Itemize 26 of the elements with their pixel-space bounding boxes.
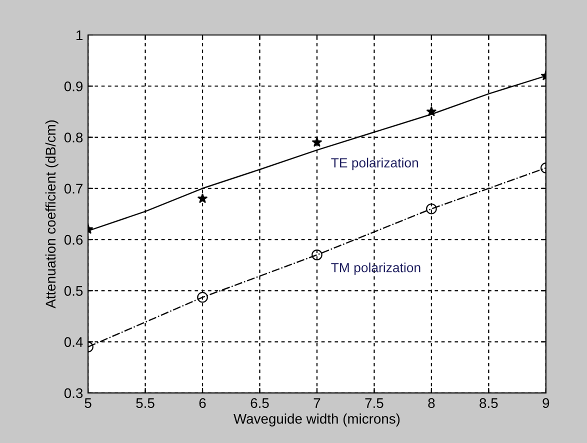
y-tick-label: 0.8 [64, 132, 83, 142]
point [197, 292, 208, 303]
annotation: TE polarization [331, 158, 418, 170]
point [197, 193, 208, 204]
y-axis-title: Attenuation coefficient (dB/cm) [45, 120, 58, 308]
point [312, 249, 322, 260]
point [426, 203, 437, 214]
x-tick-label: 8.5 [480, 398, 498, 408]
y-tick-label: 0.9 [64, 81, 83, 92]
y-tick-label: 0.7 [64, 184, 82, 194]
y-tick-label: 0.5 [64, 286, 83, 296]
y-tick-label: 0.3 [64, 388, 83, 398]
x-tick-label: 9 [542, 398, 550, 408]
x-tick-label: 8 [428, 398, 435, 408]
x-tick-label: 5.5 [136, 398, 154, 408]
x-tick-label: 5 [84, 398, 92, 408]
x-tick-label: 7.5 [365, 398, 384, 408]
y-tick-label: 1 [76, 30, 83, 40]
x-tick-label: 6 [199, 398, 206, 408]
x-axis-title: Waveguide width (microns) [234, 414, 400, 426]
point [312, 136, 322, 147]
y-tick-label: 0.6 [64, 234, 83, 245]
x-tick-label: 6.5 [250, 398, 269, 408]
y-tick-label: 0.4 [64, 337, 83, 347]
annotation: TM polarization [331, 262, 420, 275]
x-tick-label: 7 [314, 398, 320, 408]
